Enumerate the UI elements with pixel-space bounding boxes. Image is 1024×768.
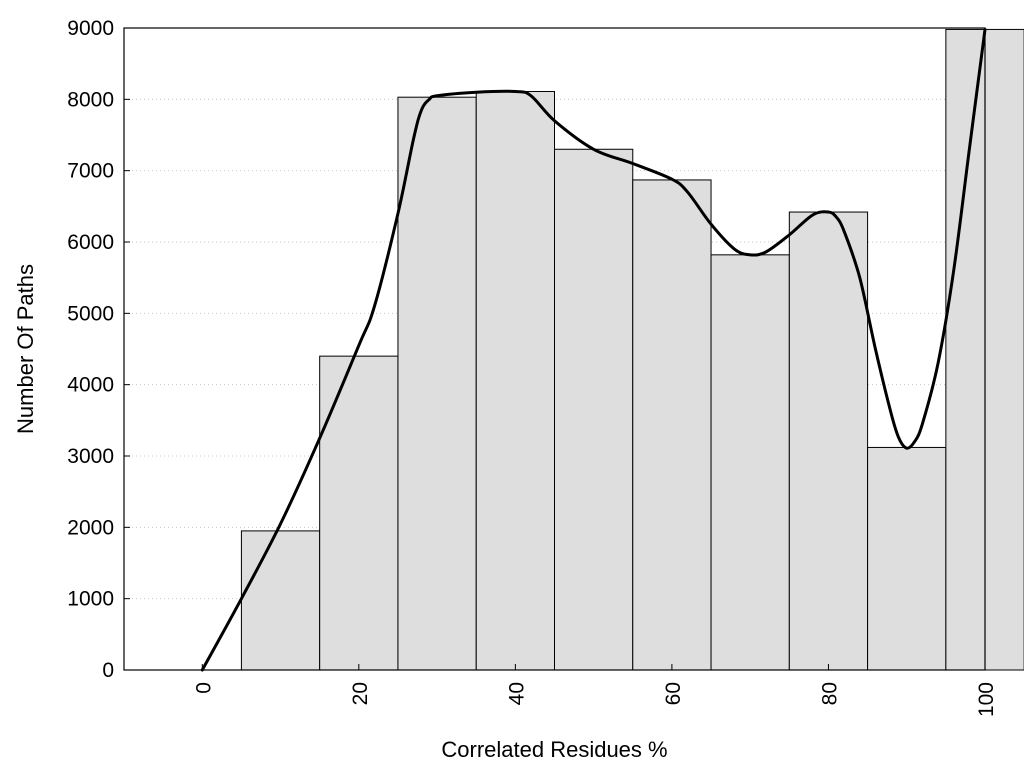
histogram-bar [710, 254, 790, 671]
y-tick-label: 5000 [67, 302, 114, 325]
histogram-bar [788, 211, 869, 671]
x-tick-label: 20 [349, 682, 372, 705]
y-tick-label: 1000 [67, 588, 114, 611]
y-tick-label: 9000 [67, 17, 114, 40]
histogram-bar [554, 148, 634, 671]
y-tick-label: 4000 [67, 374, 114, 397]
bars [240, 28, 1024, 671]
y-tick-label: 8000 [67, 88, 114, 111]
y-tick-label: 3000 [67, 445, 114, 468]
y-tick-label: 7000 [67, 160, 114, 183]
histogram-bar [240, 530, 321, 671]
smoothed-curve [200, 27, 987, 672]
x-tick-label: 40 [505, 682, 528, 705]
smoothed-curve-layer [200, 27, 987, 672]
histogram-bar [632, 179, 712, 671]
y-axis-ticks: 0 1000 2000 3000 4000 5000 6000 7000 8000 9000 [67, 17, 130, 682]
histogram-bar [319, 355, 399, 671]
histogram-bar [867, 446, 947, 671]
y-tick-label: 6000 [67, 231, 114, 254]
histogram-bar [475, 90, 555, 671]
x-tick-label: 80 [818, 682, 841, 705]
plot-frame [123, 27, 986, 671]
x-tick-label: 60 [662, 682, 685, 705]
histogram-bar [397, 96, 477, 671]
y-tick-label: 2000 [67, 516, 114, 539]
y-axis-label: Number Of Paths [13, 264, 38, 434]
x-axis-ticks: 0 20 40 60 80 100 [192, 664, 998, 717]
x-tick-label: 0 [192, 682, 215, 694]
x-axis-label: Correlated Residues % [441, 737, 667, 762]
x-tick-label: 100 [975, 682, 998, 717]
y-tick-label: 0 [102, 659, 114, 682]
